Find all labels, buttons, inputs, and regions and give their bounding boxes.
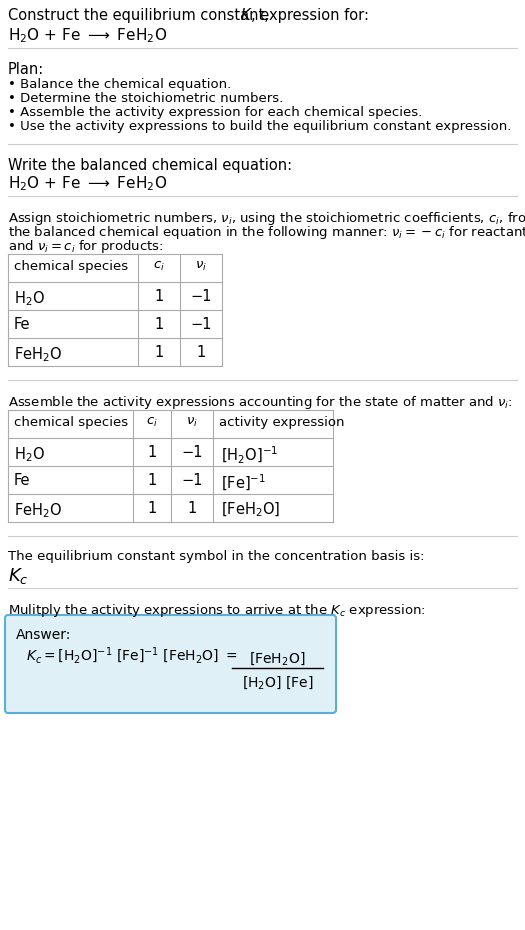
Text: K: K xyxy=(241,8,250,23)
Text: and $\nu_i = c_i$ for products:: and $\nu_i = c_i$ for products: xyxy=(8,238,164,255)
Text: , expression for:: , expression for: xyxy=(251,8,369,23)
Text: 1: 1 xyxy=(148,473,156,488)
Text: $\nu_i$: $\nu_i$ xyxy=(186,416,198,429)
Text: Plan:: Plan: xyxy=(8,62,44,77)
Text: FeH$_2$O: FeH$_2$O xyxy=(14,345,62,364)
Text: 1: 1 xyxy=(154,289,164,304)
Text: 1: 1 xyxy=(187,501,197,516)
Text: 1: 1 xyxy=(196,345,206,360)
Text: $[\mathrm{FeH_2O}]$: $[\mathrm{FeH_2O}]$ xyxy=(249,650,306,667)
Text: $[\mathrm{H_2O}]\ [\mathrm{Fe}]$: $[\mathrm{H_2O}]\ [\mathrm{Fe}]$ xyxy=(242,674,313,691)
Text: H$_2$O + Fe $\longrightarrow$ FeH$_2$O: H$_2$O + Fe $\longrightarrow$ FeH$_2$O xyxy=(8,174,167,193)
Text: • Use the activity expressions to build the equilibrium constant expression.: • Use the activity expressions to build … xyxy=(8,120,511,133)
Text: −1: −1 xyxy=(190,289,212,304)
Text: 1: 1 xyxy=(148,501,156,516)
Text: • Assemble the activity expression for each chemical species.: • Assemble the activity expression for e… xyxy=(8,106,422,119)
Text: activity expression: activity expression xyxy=(219,416,344,429)
Text: H$_2$O: H$_2$O xyxy=(14,289,45,308)
Text: $K_c$: $K_c$ xyxy=(8,566,28,586)
Text: −1: −1 xyxy=(181,445,203,460)
Text: $[\mathrm{Fe}]^{-1}$: $[\mathrm{Fe}]^{-1}$ xyxy=(221,473,266,493)
Text: Mulitply the activity expressions to arrive at the $K_c$ expression:: Mulitply the activity expressions to arr… xyxy=(8,602,426,619)
Text: chemical species: chemical species xyxy=(14,416,128,429)
Text: $c_i$: $c_i$ xyxy=(153,260,165,273)
Text: $K_c = [\mathrm{H_2O}]^{-1}\ [\mathrm{Fe}]^{-1}\ [\mathrm{FeH_2O}]\ =$: $K_c = [\mathrm{H_2O}]^{-1}\ [\mathrm{Fe… xyxy=(26,645,238,666)
Text: H$_2$O + Fe $\longrightarrow$ FeH$_2$O: H$_2$O + Fe $\longrightarrow$ FeH$_2$O xyxy=(8,26,167,45)
Text: the balanced chemical equation in the following manner: $\nu_i = -c_i$ for react: the balanced chemical equation in the fo… xyxy=(8,224,525,241)
Text: 1: 1 xyxy=(154,345,164,360)
Text: H$_2$O: H$_2$O xyxy=(14,445,45,464)
Text: FeH$_2$O: FeH$_2$O xyxy=(14,501,62,520)
Text: $[\mathrm{FeH_2O}]$: $[\mathrm{FeH_2O}]$ xyxy=(221,501,280,519)
Text: chemical species: chemical species xyxy=(14,260,128,273)
Text: Answer:: Answer: xyxy=(16,628,71,642)
Text: Write the balanced chemical equation:: Write the balanced chemical equation: xyxy=(8,158,292,173)
Text: Fe: Fe xyxy=(14,317,30,332)
FancyBboxPatch shape xyxy=(5,615,336,713)
Text: Fe: Fe xyxy=(14,473,30,488)
Text: • Balance the chemical equation.: • Balance the chemical equation. xyxy=(8,78,231,91)
Text: $[\mathrm{H_2O}]^{-1}$: $[\mathrm{H_2O}]^{-1}$ xyxy=(221,445,278,466)
Text: Assemble the activity expressions accounting for the state of matter and $\nu_i$: Assemble the activity expressions accoun… xyxy=(8,394,513,411)
Text: 1: 1 xyxy=(148,445,156,460)
Text: Construct the equilibrium constant,: Construct the equilibrium constant, xyxy=(8,8,274,23)
Text: The equilibrium constant symbol in the concentration basis is:: The equilibrium constant symbol in the c… xyxy=(8,550,425,563)
Text: $\nu_i$: $\nu_i$ xyxy=(195,260,207,273)
Text: Assign stoichiometric numbers, $\nu_i$, using the stoichiometric coefficients, $: Assign stoichiometric numbers, $\nu_i$, … xyxy=(8,210,525,227)
Text: −1: −1 xyxy=(181,473,203,488)
Text: 1: 1 xyxy=(154,317,164,332)
Text: • Determine the stoichiometric numbers.: • Determine the stoichiometric numbers. xyxy=(8,92,284,105)
Text: $c_i$: $c_i$ xyxy=(146,416,158,429)
Text: −1: −1 xyxy=(190,317,212,332)
